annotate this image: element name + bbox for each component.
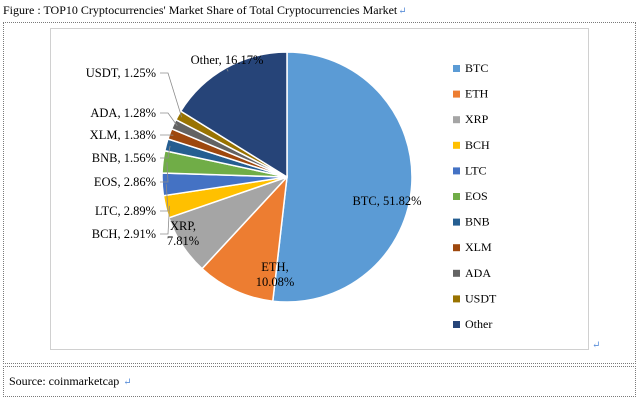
return-mark-icon: ↵ [398,6,407,17]
legend-label-bnb: BNB [465,215,490,229]
return-mark-icon: ↵ [123,377,132,388]
legend-swatch-ada [453,269,460,277]
legend-swatch-xrp [453,116,460,124]
leader-line-eos [160,162,169,183]
legend-label-btc: BTC [465,61,488,75]
legend-label-ada: ADA [465,266,491,280]
leader-line-bch [160,205,170,235]
data-label-xlm: XLM, 1.38% [90,128,156,142]
pie-slice-eth [200,174,289,303]
data-label-eth: ETH, 10.08% [256,260,295,289]
pie-chart: BTC, 51.82% ETH, 10.08% XRP, 7.81% BCH, 2.91%… [86,51,497,331]
leader-line-usdt [160,72,183,118]
source-container: Source: coinmarketcap ↵ [3,366,636,397]
legend-label-xrp: XRP [465,112,489,126]
source-note: Source: coinmarketcap ↵ [9,374,132,388]
leader-lines [160,68,229,235]
pie-slice-btc [271,51,413,303]
data-label-ada: ADA, 1.28% [90,106,156,120]
legend-label-eos: EOS [465,189,488,203]
data-label-bnb: BNB, 1.56% [92,151,156,165]
legend-label-eth: ETH [465,87,489,101]
legend-swatch-btc [453,65,460,72]
data-label-eos: EOS, 2.86% [94,175,156,189]
legend-swatch-bch [453,141,460,149]
data-labels: BTC, 51.82% ETH, 10.08% XRP, 7.81% BCH, 2.91%… [86,53,422,289]
chart-area: BTC, 51.82% ETH, 10.08% XRP, 7.81% BCH, 2.91%… [50,28,589,350]
legend-swatch-eth [453,90,460,98]
legend-label-bch: BCH [465,138,490,152]
legend-swatch-xlm [453,244,460,252]
legend-label-other: Other [465,317,492,331]
pie-slice-other [179,51,288,179]
legend-label-usdt: USDT [465,291,497,305]
data-label-other: Other, 16.17% [191,53,264,67]
data-label-usdt: USDT, 1.25% [86,66,156,80]
figure-container [3,22,636,364]
pie-slices [161,51,413,303]
paragraph-mark-icon: ↵ [592,340,601,351]
data-label-ltc: LTC, 2.89% [95,204,156,218]
leader-line-ada [160,112,178,127]
data-label-xrp: XRP, 7.81% [167,219,199,248]
leader-line-other [226,68,229,72]
legend-swatch-usdt [453,295,460,303]
legend-swatch-ltc [453,167,460,175]
data-label-bch: BCH, 2.91% [92,227,156,241]
leader-line-ltc [160,184,169,212]
legend-label-ltc: LTC [465,163,487,177]
data-label-btc: BTC, 51.82% [352,194,421,208]
legend-swatch-other [453,321,460,328]
legend-swatch-bnb [453,218,460,226]
leader-line-bnb [160,145,171,159]
figure-title: Figure : TOP10 Cryptocurrencies' Market … [3,3,407,17]
legend-label-xlm: XLM [465,240,492,254]
legend-swatch-eos [453,193,460,200]
legend: BTC ETH XRP BCH LTC EOS BNB XLM ADA USDT Other [453,61,497,331]
